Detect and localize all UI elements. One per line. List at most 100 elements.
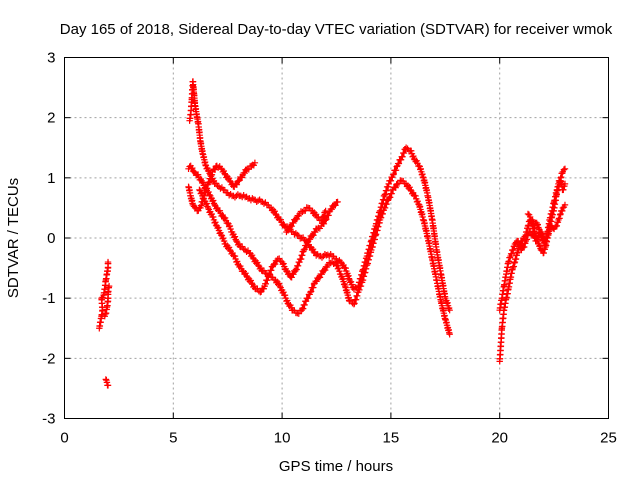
series-track-8 bbox=[524, 177, 569, 248]
data-point-interp bbox=[293, 266, 300, 273]
data-point bbox=[313, 213, 321, 221]
y-tick-label: -1 bbox=[42, 290, 55, 307]
series-early-b bbox=[101, 282, 113, 320]
data-point bbox=[561, 165, 569, 173]
data-point bbox=[104, 258, 112, 266]
data-point bbox=[561, 201, 569, 209]
data-point-interp bbox=[234, 191, 242, 198]
data-point-interp bbox=[381, 204, 389, 212]
data-point-interp bbox=[233, 258, 241, 265]
plot-frame bbox=[64, 57, 609, 419]
data-point-interp bbox=[387, 177, 395, 184]
data-point-interp bbox=[268, 267, 275, 274]
x-tick-label: 20 bbox=[491, 430, 508, 447]
data-point bbox=[446, 307, 453, 314]
data-point-interp bbox=[266, 270, 273, 278]
data-point-interp bbox=[205, 167, 213, 174]
data-point-interp bbox=[335, 264, 342, 272]
data-point-interp bbox=[226, 222, 234, 230]
x-tick-label: 5 bbox=[169, 430, 177, 447]
x-tick-label: 0 bbox=[60, 430, 68, 447]
data-point-interp bbox=[412, 192, 419, 200]
data-point-interp bbox=[514, 237, 522, 245]
data-point-interp bbox=[321, 251, 329, 258]
data-point-interp bbox=[392, 184, 399, 191]
data-point-interp bbox=[303, 242, 310, 249]
series-track-4 bbox=[196, 186, 341, 296]
data-point-interp bbox=[283, 297, 291, 304]
data-point-interp bbox=[198, 189, 205, 197]
data-point-interp bbox=[383, 200, 390, 208]
data-point-interp bbox=[206, 191, 213, 198]
data-point-interp bbox=[209, 213, 217, 221]
data-point-interp bbox=[325, 212, 332, 219]
data-point bbox=[237, 192, 244, 200]
data-point-interp bbox=[347, 278, 355, 285]
data-point-interp bbox=[395, 160, 403, 167]
data-point-interp bbox=[220, 234, 227, 242]
data-point-interp bbox=[408, 147, 415, 155]
data-point-interp bbox=[209, 197, 217, 204]
data-point-interp bbox=[400, 149, 408, 157]
data-point-interp bbox=[215, 164, 222, 171]
data-point-interp bbox=[208, 210, 215, 218]
data-point bbox=[104, 382, 112, 389]
data-point bbox=[322, 207, 329, 215]
data-point-interp bbox=[217, 185, 224, 192]
data-point-interp bbox=[307, 288, 315, 295]
chart-title: Day 165 of 2018, Sidereal Day-to-day VTE… bbox=[60, 21, 613, 38]
data-point bbox=[251, 159, 259, 166]
data-point-interp bbox=[212, 219, 219, 226]
data-point bbox=[446, 331, 453, 338]
data-point-interp bbox=[318, 254, 326, 261]
data-point-interp bbox=[299, 208, 306, 216]
series-track-2 bbox=[185, 162, 453, 338]
data-point-interp bbox=[301, 246, 308, 253]
data-point-interp bbox=[410, 152, 417, 160]
y-tick-label: 0 bbox=[47, 230, 55, 247]
data-point-interp bbox=[397, 156, 405, 163]
data-point-interp bbox=[199, 192, 206, 200]
data-point-interp bbox=[204, 203, 211, 210]
data-point-interp bbox=[280, 289, 287, 296]
grid-lines bbox=[64, 57, 609, 419]
data-point-interp bbox=[330, 260, 337, 267]
data-point bbox=[294, 231, 301, 239]
y-tick-label: -3 bbox=[42, 411, 55, 428]
y-tick-label: 3 bbox=[47, 50, 55, 67]
x-tick-label: 10 bbox=[274, 430, 291, 447]
data-point-interp bbox=[281, 292, 289, 299]
data-point bbox=[105, 282, 113, 290]
data-point-interp bbox=[386, 194, 394, 201]
data-point-interp bbox=[231, 252, 239, 260]
data-point bbox=[190, 168, 198, 176]
data-point-interp bbox=[231, 194, 239, 201]
data-point bbox=[276, 282, 284, 290]
data-point-interp bbox=[280, 260, 287, 267]
data-point-interp bbox=[249, 195, 256, 202]
x-axis-title: GPS time / hours bbox=[279, 458, 393, 475]
data-point bbox=[254, 197, 262, 204]
data-point-interp bbox=[336, 267, 343, 275]
series-early-c bbox=[102, 376, 112, 389]
data-point-interp bbox=[215, 224, 222, 231]
data-point-interp bbox=[189, 164, 196, 172]
data-point-interp bbox=[399, 153, 406, 160]
data-point bbox=[334, 198, 341, 206]
data-points bbox=[96, 78, 569, 389]
data-point bbox=[300, 246, 308, 254]
data-point-interp bbox=[301, 301, 308, 309]
y-tick-label: -2 bbox=[42, 350, 55, 367]
data-point bbox=[307, 288, 314, 296]
data-point-interp bbox=[245, 166, 252, 173]
series-early-a bbox=[96, 258, 112, 332]
data-point-interp bbox=[414, 197, 421, 205]
data-point-interp bbox=[220, 237, 228, 245]
data-point-interp bbox=[320, 220, 328, 228]
x-tick-label: 15 bbox=[383, 430, 400, 447]
data-point-interp bbox=[388, 190, 395, 197]
data-point bbox=[324, 251, 331, 259]
series-track-3 bbox=[185, 159, 259, 215]
data-point-interp bbox=[390, 170, 398, 178]
x-tick-labels: 0 5 10 15 20 25 bbox=[60, 430, 617, 447]
